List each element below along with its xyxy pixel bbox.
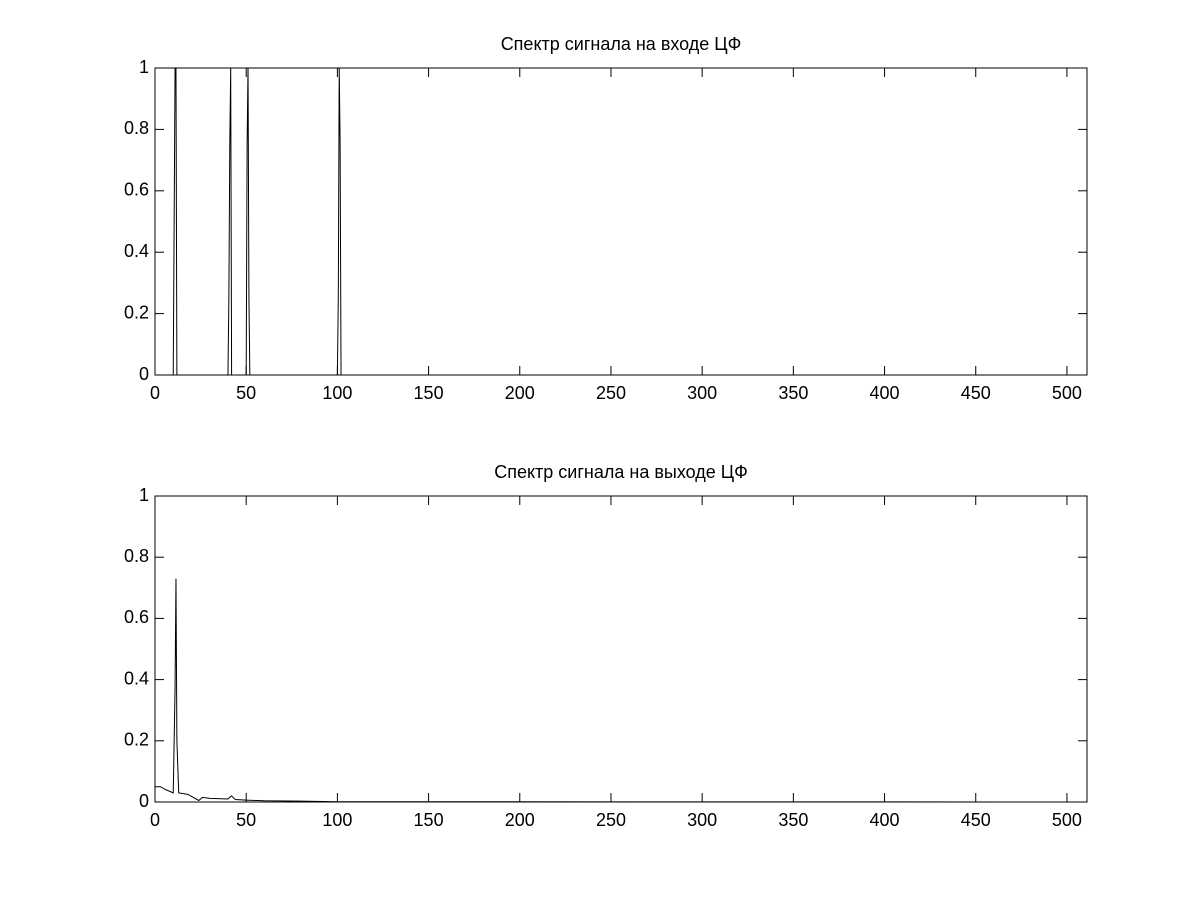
axes-box: [154, 67, 1088, 376]
x-tick-label: 50: [236, 810, 256, 830]
y-tick-label: 0.2: [124, 730, 149, 750]
y-tick-label: 0.6: [124, 180, 149, 200]
y-tick-label: 0.6: [124, 607, 149, 627]
x-tick-label: 0: [150, 383, 160, 403]
y-tick-label: 0.2: [124, 302, 149, 322]
chart-title: Спектр сигнала на входе ЦФ: [501, 34, 742, 54]
x-tick-label: 300: [687, 383, 717, 403]
y-tick-label: 0: [139, 364, 149, 384]
spectrum-line: [155, 578, 1088, 803]
x-tick-label: 350: [778, 383, 808, 403]
x-tick-label: 450: [961, 383, 991, 403]
x-tick-label: 200: [505, 383, 535, 403]
y-tick-label: 1: [139, 485, 149, 505]
x-tick-label: 500: [1052, 810, 1082, 830]
y-tick-label: 0.4: [124, 241, 149, 261]
x-tick-label: 0: [150, 810, 160, 830]
x-tick-label: 450: [961, 810, 991, 830]
x-tick-label: 400: [870, 383, 900, 403]
axes-box: [154, 495, 1088, 803]
plot-area: [155, 496, 1087, 802]
x-tick-label: 100: [322, 383, 352, 403]
y-tick-label: 0.4: [124, 668, 149, 688]
chart-title: Спектр сигнала на выходе ЦФ: [494, 462, 748, 482]
x-tick-label: 500: [1052, 383, 1082, 403]
x-tick-label: 150: [414, 810, 444, 830]
x-tick-label: 250: [596, 810, 626, 830]
x-tick-label: 400: [870, 810, 900, 830]
y-tick-label: 1: [139, 57, 149, 77]
x-tick-label: 150: [414, 383, 444, 403]
x-tick-label: 250: [596, 383, 626, 403]
y-tick-label: 0.8: [124, 546, 149, 566]
y-tick-label: 0: [139, 791, 149, 811]
x-tick-label: 350: [778, 810, 808, 830]
y-tick-label: 0.8: [124, 118, 149, 138]
plot-area: [155, 68, 1087, 375]
x-tick-label: 300: [687, 810, 717, 830]
x-tick-label: 100: [322, 810, 352, 830]
x-tick-label: 50: [236, 383, 256, 403]
x-tick-label: 200: [505, 810, 535, 830]
